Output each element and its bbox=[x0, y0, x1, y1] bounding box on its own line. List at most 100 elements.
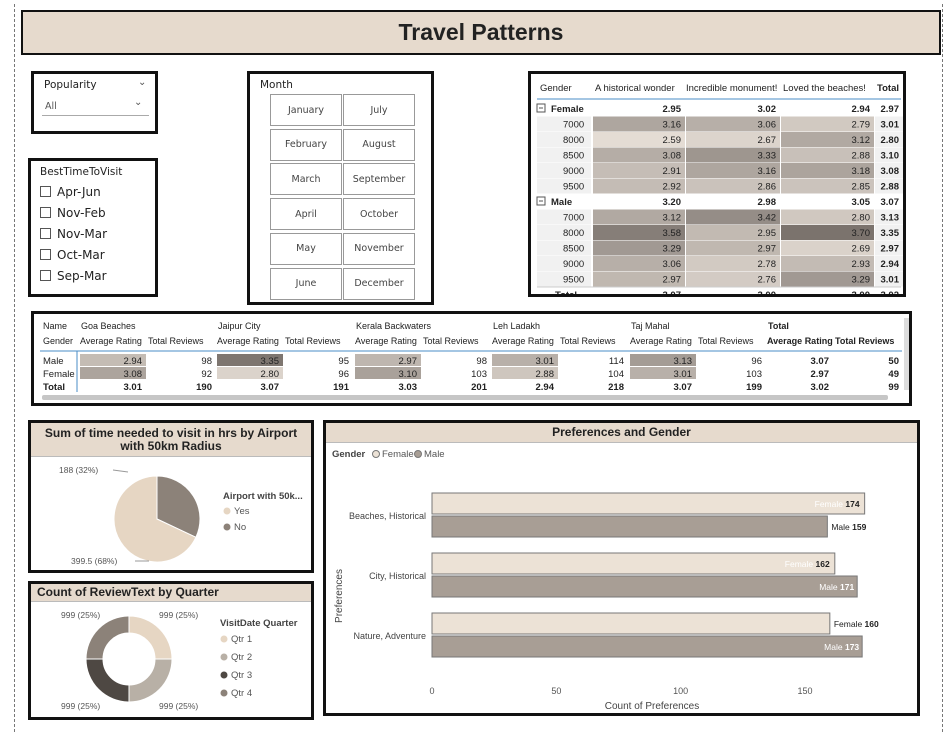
destination-header: Goa Beaches bbox=[81, 321, 136, 331]
y-category-label: Nature, Adventure bbox=[353, 631, 426, 641]
best-time-option[interactable]: Sep-Mar bbox=[40, 265, 107, 286]
matrix-value: 2.97 bbox=[881, 104, 900, 115]
matrix-value: 2.95 bbox=[758, 228, 777, 239]
matrix-value: 2.94 bbox=[536, 382, 555, 393]
matrix-value: 2.88 bbox=[536, 369, 555, 380]
best-time-option-label: Oct-Mar bbox=[57, 247, 105, 262]
destination-header: Kerala Backwaters bbox=[356, 321, 432, 331]
matrix-row-label: Female bbox=[551, 104, 584, 115]
popularity-dropdown[interactable]: All ⌄ bbox=[42, 97, 149, 116]
matrix-value: 50 bbox=[888, 356, 899, 367]
bar-female bbox=[431, 612, 831, 635]
legend-marker bbox=[220, 689, 228, 697]
matrix-row-label: 9500 bbox=[563, 275, 584, 286]
matrix-value: 3.08 bbox=[881, 166, 900, 177]
matrix-value: 3.13 bbox=[674, 356, 693, 367]
bar-female bbox=[431, 492, 866, 515]
month-button-december[interactable]: December bbox=[343, 267, 415, 300]
matrix-total-cell bbox=[875, 147, 903, 163]
month-button-september[interactable]: September bbox=[343, 163, 415, 196]
matrix-value: 3.35 bbox=[261, 356, 280, 367]
matrix-cell bbox=[593, 240, 685, 256]
checkbox-icon[interactable] bbox=[40, 270, 51, 281]
row-header-bg bbox=[537, 178, 591, 194]
matrix-cell bbox=[686, 256, 780, 271]
matrix-cell bbox=[686, 271, 780, 287]
pie-legend-label: No bbox=[234, 522, 246, 533]
checkbox-icon[interactable] bbox=[40, 186, 51, 197]
chevron-down-icon[interactable]: ⌄ bbox=[138, 77, 147, 88]
matrix-total-cell bbox=[875, 271, 903, 287]
matrix-gender-label: Gender bbox=[43, 336, 73, 346]
matrix-value: 2.86 bbox=[758, 182, 777, 193]
month-button-may[interactable]: May bbox=[270, 232, 342, 265]
matrix-value: 99 bbox=[888, 382, 899, 393]
best-time-option-label: Nov-Feb bbox=[57, 205, 106, 220]
popularity-slicer[interactable]: Popularity ⌄ All ⌄ bbox=[31, 71, 158, 134]
matrix-value: 3.07 bbox=[881, 197, 900, 208]
donut-legend-title: VisitDate Quarter bbox=[220, 618, 298, 629]
matrix-value: 3.10 bbox=[881, 151, 900, 162]
checkbox-icon[interactable] bbox=[40, 207, 51, 218]
best-time-option[interactable]: Nov-Mar bbox=[40, 223, 107, 244]
pie-chart: 188 (32%) 399.5 (68%) Airport with 50k... Y… bbox=[59, 465, 303, 566]
matrix-value: 199 bbox=[746, 382, 762, 393]
donut-slice-qtr4 bbox=[85, 615, 130, 660]
donut-legend-label: Qtr 4 bbox=[231, 688, 252, 699]
legend-marker bbox=[220, 653, 228, 661]
matrix-header: Gender bbox=[540, 83, 572, 94]
matrix-value: 2.88 bbox=[852, 151, 871, 162]
matrix-value: 2.94 bbox=[124, 356, 143, 367]
chevron-down-icon: ⌄ bbox=[134, 97, 143, 108]
month-button-august[interactable]: August bbox=[343, 128, 415, 161]
bar-chart: Gender Female Male 0 50 100 150 Count of Prefer… bbox=[332, 449, 879, 712]
matrix-cell bbox=[355, 354, 421, 366]
matrix-cell bbox=[593, 225, 685, 240]
best-time-option[interactable]: Apr-Jun bbox=[40, 181, 107, 202]
month-button-march[interactable]: March bbox=[270, 163, 342, 196]
matrix-cell bbox=[593, 163, 685, 178]
destination-header: Leh Ladakh bbox=[493, 321, 540, 331]
matrix-cell bbox=[781, 271, 874, 287]
donut-legend-label: Qtr 1 bbox=[231, 634, 252, 645]
legend-marker bbox=[223, 507, 231, 515]
matrix-value: 3.07 bbox=[674, 382, 693, 393]
matrix-value: 3.29 bbox=[663, 244, 682, 255]
month-button-july[interactable]: July bbox=[343, 94, 415, 126]
legend-marker bbox=[414, 450, 422, 458]
month-button-june[interactable]: June bbox=[270, 267, 342, 300]
subheader-rating: Average Rating bbox=[630, 336, 692, 346]
bar-data-label: Female 160 bbox=[834, 619, 879, 629]
row-header-bg bbox=[537, 163, 591, 178]
matrix-cell bbox=[781, 132, 874, 147]
best-time-option[interactable]: Nov-Feb bbox=[40, 202, 107, 223]
best-time-label: BestTimeToVisit bbox=[40, 166, 123, 178]
matrix-cell bbox=[781, 147, 874, 163]
matrix-row-label: 9000 bbox=[563, 166, 584, 177]
bar-female bbox=[431, 552, 836, 575]
matrix-row-label: 8500 bbox=[563, 151, 584, 162]
month-button-april[interactable]: April bbox=[270, 198, 342, 231]
matrix-value: 2.97 bbox=[881, 244, 900, 255]
matrix-header: Incredible monument! bbox=[686, 83, 777, 94]
month-button-february[interactable]: February bbox=[270, 128, 342, 161]
month-button-october[interactable]: October bbox=[343, 198, 415, 231]
checkbox-icon[interactable] bbox=[40, 249, 51, 260]
matrix-value: 114 bbox=[609, 356, 624, 367]
matrix-value: 3.01 bbox=[674, 369, 693, 380]
matrix-cell bbox=[781, 163, 874, 178]
bar-data-label: Male 171 bbox=[819, 582, 854, 592]
subheader-rating: Average Rating bbox=[80, 336, 142, 346]
matrix-value: 2.91 bbox=[663, 166, 682, 177]
matrix-value: 191 bbox=[333, 382, 350, 393]
month-button-january[interactable]: January bbox=[270, 94, 342, 126]
matrix-total-cell bbox=[875, 256, 903, 271]
matrix-value: 3.42 bbox=[758, 213, 777, 224]
month-button-november[interactable]: November bbox=[343, 232, 415, 265]
checkbox-icon[interactable] bbox=[40, 228, 51, 239]
matrix-cell bbox=[492, 367, 558, 379]
best-time-option[interactable]: Oct-Mar bbox=[40, 244, 107, 265]
matrix-header: A historical wonder bbox=[595, 83, 675, 94]
destination-header: Jaipur City bbox=[218, 321, 261, 331]
horizontal-scrollbar bbox=[42, 395, 888, 400]
